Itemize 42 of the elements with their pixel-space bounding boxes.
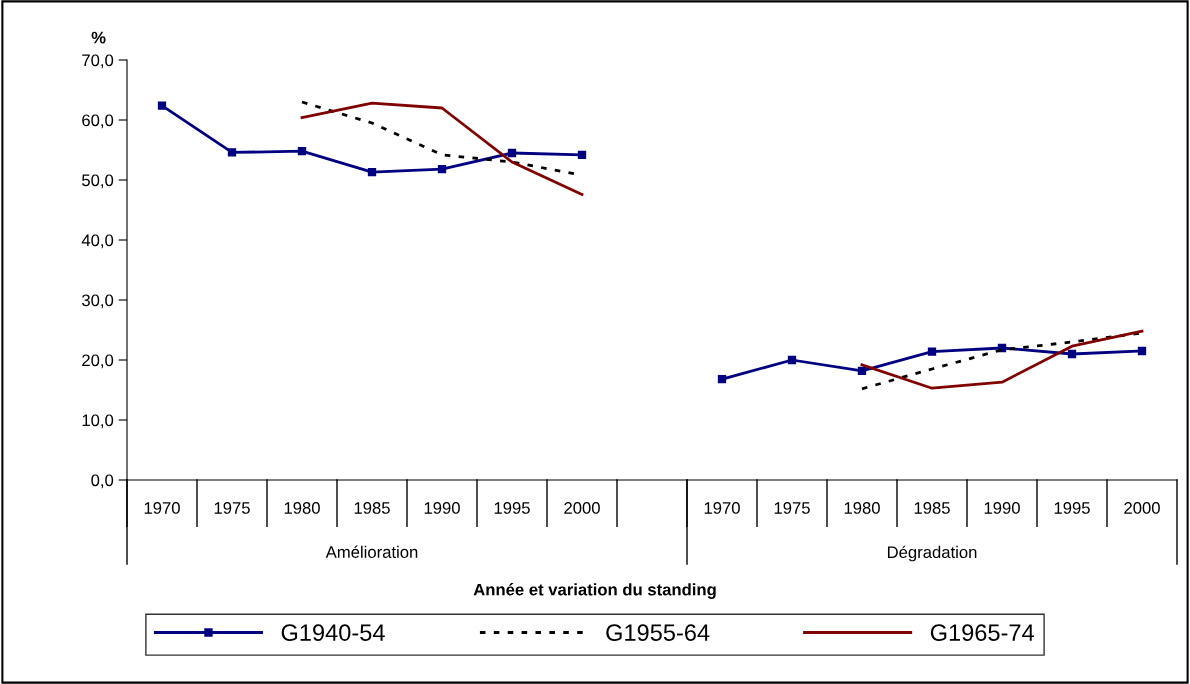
point — [367, 168, 377, 177]
x-tick-label: 2000 — [1124, 502, 1160, 514]
x-tick-label: 1995 — [1054, 502, 1090, 514]
x-tick-label: 1980 — [284, 502, 320, 514]
y-tick-label: 70,0 — [82, 54, 114, 69]
y-tick-label: 40,0 — [81, 234, 114, 249]
point — [717, 375, 727, 384]
x-tick-label: 1995 — [494, 502, 530, 514]
legend-label: G1955-64 — [606, 624, 710, 641]
legend-label: G1940-54 — [281, 624, 385, 641]
y-tick-label: 30,0 — [82, 294, 114, 309]
point — [437, 165, 447, 174]
point — [1067, 349, 1077, 359]
y-tick-label: 60,0 — [82, 114, 114, 129]
y-tick-label: 20,0 — [82, 354, 114, 369]
point — [577, 150, 587, 159]
point — [227, 148, 237, 157]
x-tick-label: 1980 — [844, 502, 880, 514]
x-tick-label: 1975 — [214, 502, 250, 514]
x-tick-label: 1990 — [424, 502, 460, 514]
y-tick-label: 50,0 — [82, 174, 114, 189]
point — [157, 101, 167, 110]
point — [787, 355, 797, 365]
x-tick-label: 1990 — [984, 502, 1020, 514]
x-tick-label: 1970 — [704, 502, 740, 514]
y-tick-label: 0,0 — [91, 474, 114, 489]
x-tick-label: 2000 — [564, 502, 600, 514]
legend-label: G1965-74 — [930, 624, 1034, 641]
point — [857, 366, 867, 375]
point — [1137, 346, 1147, 356]
point — [297, 147, 307, 156]
text: Amélioration — [325, 545, 418, 558]
x-axis-title: Année et variation du standing — [473, 583, 716, 599]
text: Dégradation — [887, 545, 977, 562]
y-tick-label: 10,0 — [82, 414, 114, 429]
x-tick-label: 1985 — [354, 502, 390, 514]
x-tick-label: 1975 — [774, 502, 810, 514]
x-tick-label: 1970 — [144, 502, 180, 514]
point — [927, 347, 937, 356]
y-axis-title: % — [91, 31, 106, 44]
x-tick-label: 1985 — [914, 502, 950, 514]
point — [507, 148, 517, 158]
